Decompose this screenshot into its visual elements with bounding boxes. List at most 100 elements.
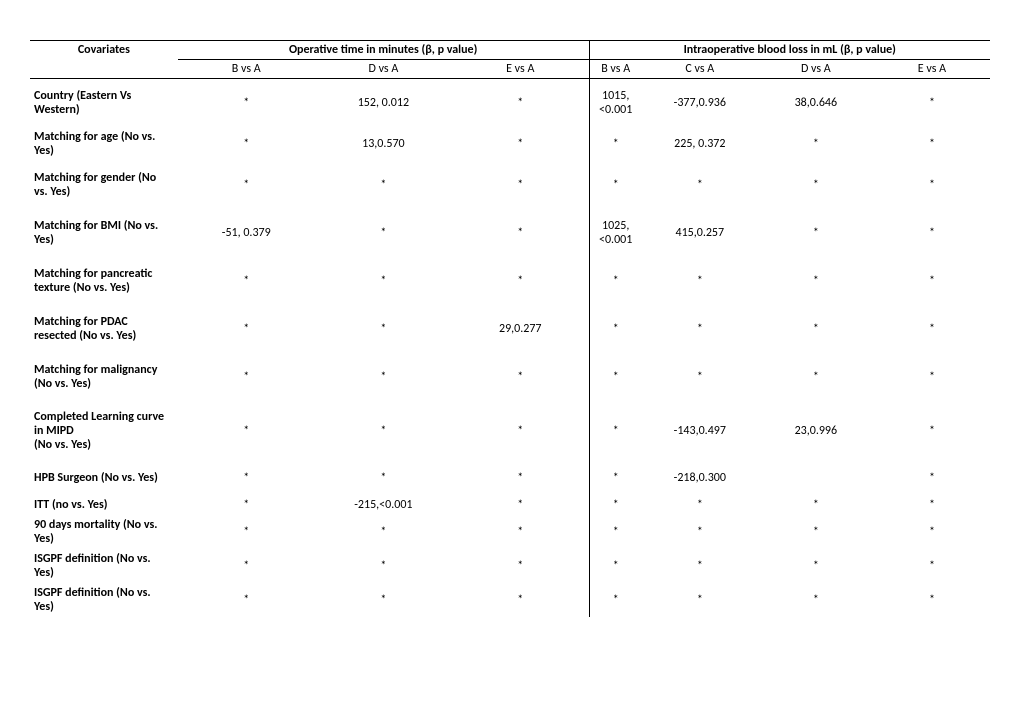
- table-row: Country (Eastern Vs Western)*152, 0.012*…: [30, 79, 990, 127]
- data-cell: *: [452, 515, 589, 549]
- data-cell: [758, 461, 874, 495]
- data-cell: *: [874, 515, 990, 549]
- covariate-label: Matching for age (No vs. Yes): [30, 127, 178, 161]
- data-cell: *: [589, 401, 642, 461]
- data-cell: *: [874, 161, 990, 209]
- data-cell: *: [642, 583, 758, 617]
- sub-eva2: E vs A: [874, 60, 990, 79]
- data-cell: *: [874, 401, 990, 461]
- data-cell: 29,0.277: [452, 305, 589, 353]
- data-cell: *: [758, 209, 874, 257]
- covariate-label: Country (Eastern Vs Western): [30, 79, 178, 127]
- group1-header: Operative time in minutes (β, p value): [178, 41, 589, 60]
- data-cell: -377,0.936: [642, 79, 758, 127]
- data-cell: *: [315, 353, 452, 401]
- data-cell: *: [758, 305, 874, 353]
- data-cell: 13,0.570: [315, 127, 452, 161]
- data-cell: *: [315, 257, 452, 305]
- data-cell: *: [874, 257, 990, 305]
- data-cell: *: [452, 79, 589, 127]
- data-cell: *: [642, 515, 758, 549]
- data-cell: *: [758, 353, 874, 401]
- table-row: 90 days mortality (No vs. Yes)*******: [30, 515, 990, 549]
- sub-bva2: B vs A: [589, 60, 642, 79]
- data-cell: *: [874, 549, 990, 583]
- sub-dva2: D vs A: [758, 60, 874, 79]
- data-cell: 38,0.646: [758, 79, 874, 127]
- sub-eva: E vs A: [452, 60, 589, 79]
- data-cell: -218,0.300: [642, 461, 758, 495]
- data-cell: *: [642, 257, 758, 305]
- sub-dva: D vs A: [315, 60, 452, 79]
- data-cell: *: [178, 401, 315, 461]
- table-row: Matching for BMI (No vs. Yes)-51, 0.379*…: [30, 209, 990, 257]
- data-cell: *: [178, 127, 315, 161]
- table-row: Matching for gender (No vs. Yes)*******: [30, 161, 990, 209]
- data-cell: *: [874, 79, 990, 127]
- data-cell: *: [589, 127, 642, 161]
- data-cell: 225, 0.372: [642, 127, 758, 161]
- data-cell: *: [874, 583, 990, 617]
- table-body: Country (Eastern Vs Western)*152, 0.012*…: [30, 79, 990, 617]
- table-row: Matching for age (No vs. Yes)*13,0.570**…: [30, 127, 990, 161]
- data-cell: *: [178, 161, 315, 209]
- data-cell: *: [315, 549, 452, 583]
- data-cell: *: [178, 461, 315, 495]
- table-row: Matching for malignancy (No vs. Yes)****…: [30, 353, 990, 401]
- data-cell: *: [452, 401, 589, 461]
- data-cell: *: [452, 257, 589, 305]
- data-cell: *: [315, 401, 452, 461]
- data-cell: *: [589, 353, 642, 401]
- regression-table: Covariates Operative time in minutes (β,…: [30, 40, 990, 617]
- data-cell: *: [758, 549, 874, 583]
- data-cell: *: [178, 495, 315, 515]
- data-cell: -215,<0.001: [315, 495, 452, 515]
- data-cell: *: [178, 583, 315, 617]
- data-cell: *: [452, 583, 589, 617]
- data-cell: *: [642, 495, 758, 515]
- table-row: ISGPF definition (No vs. Yes)*******: [30, 549, 990, 583]
- data-cell: *: [452, 161, 589, 209]
- data-cell: *: [758, 161, 874, 209]
- data-cell: *: [589, 305, 642, 353]
- data-cell: *: [315, 515, 452, 549]
- data-cell: *: [642, 549, 758, 583]
- group2-header: Intraoperative blood loss in mL (β, p va…: [589, 41, 990, 60]
- covariates-header: Covariates: [30, 41, 178, 79]
- covariate-label: HPB Surgeon (No vs. Yes): [30, 461, 178, 495]
- data-cell: *: [178, 257, 315, 305]
- data-cell: -143,0.497: [642, 401, 758, 461]
- table-row: HPB Surgeon (No vs. Yes)****-218,0.300*: [30, 461, 990, 495]
- table-row: Matching for PDAC resected (No vs. Yes)*…: [30, 305, 990, 353]
- covariate-label: Completed Learning curve in MIPD (No vs.…: [30, 401, 178, 461]
- data-cell: *: [642, 353, 758, 401]
- covariate-label: Matching for malignancy (No vs. Yes): [30, 353, 178, 401]
- data-cell: *: [874, 353, 990, 401]
- sub-cva: C vs A: [642, 60, 758, 79]
- table-row: ITT (no vs. Yes)*-215,<0.001*****: [30, 495, 990, 515]
- data-cell: *: [178, 79, 315, 127]
- data-cell: *: [452, 127, 589, 161]
- data-cell: *: [589, 161, 642, 209]
- data-cell: *: [589, 495, 642, 515]
- data-cell: *: [452, 495, 589, 515]
- data-cell: *: [758, 515, 874, 549]
- data-cell: *: [589, 549, 642, 583]
- data-cell: -51, 0.379: [178, 209, 315, 257]
- data-cell: 1025,<0.001: [589, 209, 642, 257]
- data-cell: *: [178, 515, 315, 549]
- covariate-label: 90 days mortality (No vs. Yes): [30, 515, 178, 549]
- data-cell: 152, 0.012: [315, 79, 452, 127]
- data-cell: *: [642, 305, 758, 353]
- data-cell: *: [758, 257, 874, 305]
- data-cell: *: [874, 495, 990, 515]
- data-cell: *: [315, 305, 452, 353]
- data-cell: 1015,<0.001: [589, 79, 642, 127]
- covariate-label: Matching for pancreatic texture (No vs. …: [30, 257, 178, 305]
- data-cell: *: [589, 461, 642, 495]
- data-cell: *: [758, 495, 874, 515]
- data-cell: 23,0.996: [758, 401, 874, 461]
- data-cell: *: [178, 305, 315, 353]
- data-cell: *: [452, 353, 589, 401]
- data-cell: *: [642, 161, 758, 209]
